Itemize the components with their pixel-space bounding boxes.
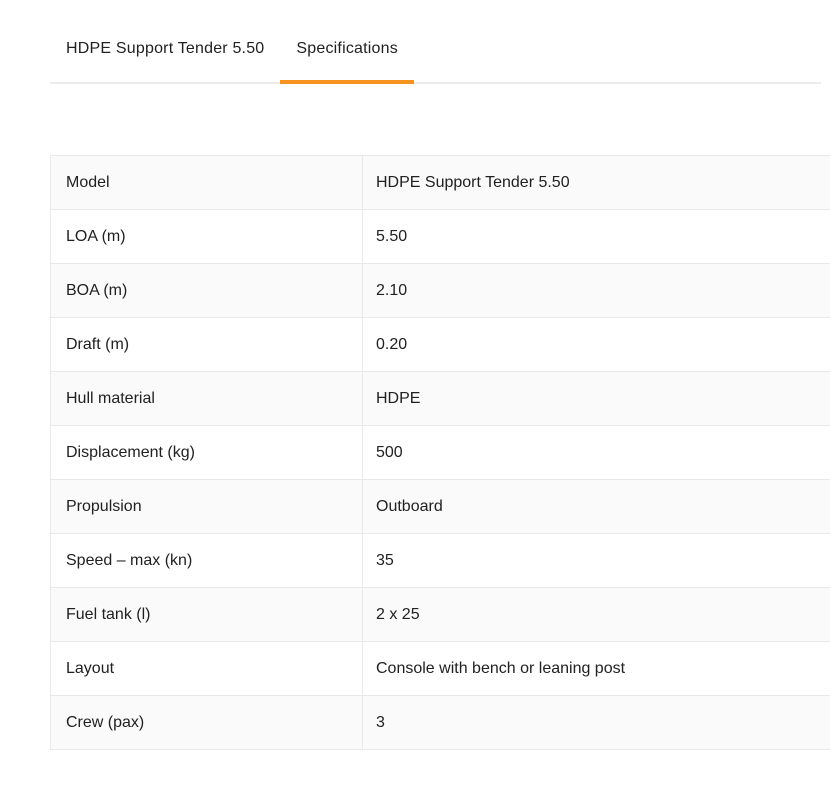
spec-value: 3 — [362, 695, 830, 750]
spec-row: Model HDPE Support Tender 5.50 — [50, 155, 830, 210]
spec-row: Hull material HDPE — [50, 371, 830, 426]
spec-value: 2 x 25 — [362, 587, 830, 642]
spec-label: Displacement (kg) — [50, 425, 363, 480]
spec-value: 0.20 — [362, 317, 830, 372]
spec-value: Outboard — [362, 479, 830, 534]
spec-label: Fuel tank (l) — [50, 587, 363, 642]
spec-row: Displacement (kg) 500 — [50, 425, 830, 480]
tab-label: HDPE Support Tender 5.50 — [66, 40, 265, 57]
spec-label: LOA (m) — [50, 209, 363, 264]
spec-value: 5.50 — [362, 209, 830, 264]
spec-label: BOA (m) — [50, 263, 363, 318]
spec-value: 500 — [362, 425, 830, 480]
spec-label: Propulsion — [50, 479, 363, 534]
spec-row: Fuel tank (l) 2 x 25 — [50, 587, 830, 642]
spec-label: Layout — [50, 641, 363, 696]
spec-label: Hull material — [50, 371, 363, 426]
specifications-table: Model HDPE Support Tender 5.50 LOA (m) 5… — [50, 155, 830, 750]
tab-bar: HDPE Support Tender 5.50 Specifications — [50, 0, 821, 84]
spec-value: 2.10 — [362, 263, 830, 318]
spec-label: Model — [50, 155, 363, 210]
spec-row: Speed – max (kn) 35 — [50, 533, 830, 588]
spec-row: Layout Console with bench or leaning pos… — [50, 641, 830, 696]
spec-value: HDPE — [362, 371, 830, 426]
tab-label: Specifications — [296, 40, 398, 57]
spec-row: BOA (m) 2.10 — [50, 263, 830, 318]
spec-row: Draft (m) 0.20 — [50, 317, 830, 372]
spec-label: Draft (m) — [50, 317, 363, 372]
spec-row: LOA (m) 5.50 — [50, 209, 830, 264]
spec-label: Speed – max (kn) — [50, 533, 363, 588]
spec-value: HDPE Support Tender 5.50 — [362, 155, 830, 210]
tab-model-overview[interactable]: HDPE Support Tender 5.50 — [50, 0, 280, 82]
spec-value: 35 — [362, 533, 830, 588]
spec-label: Crew (pax) — [50, 695, 363, 750]
tab-specifications[interactable]: Specifications — [280, 0, 414, 84]
spec-row: Crew (pax) 3 — [50, 695, 830, 750]
spec-value: Console with bench or leaning post — [362, 641, 830, 696]
spec-row: Propulsion Outboard — [50, 479, 830, 534]
